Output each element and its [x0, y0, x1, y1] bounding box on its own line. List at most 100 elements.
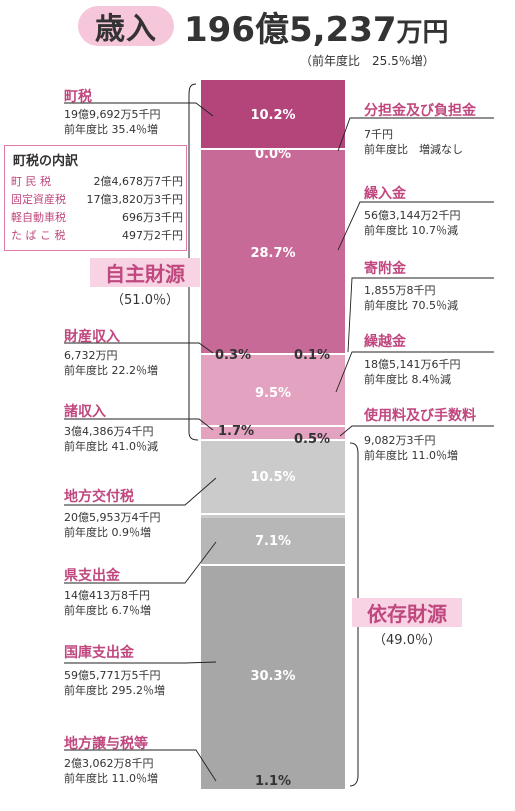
leader-line [64, 749, 217, 782]
leader-line [64, 477, 217, 506]
detail-kifu: 1,855万8千円 前年度比 70.5％減 [364, 283, 458, 313]
bar-value-label: 0.0% [255, 147, 291, 162]
group-jishu-name: 自主財源 [90, 258, 200, 287]
breakdown-value: 17億3,820万3千円 [86, 193, 184, 206]
breakdown-label: 固定資産税 [11, 193, 66, 206]
breakdown-value: 2億4,678万7千円 [93, 175, 184, 188]
total-amount-unit: 万円 [396, 18, 449, 48]
change-shoshu: 前年度比 41.0％減 [64, 440, 158, 453]
total-yoy: （前年度比 25.5％増） [300, 54, 435, 68]
detail-kurikoshi: 18億5,141万6千円 前年度比 8.4％減 [364, 357, 461, 387]
bar-value-label: 10.2% [250, 108, 295, 123]
bar-value-label: 9.5% [255, 386, 291, 401]
leader-line [337, 117, 494, 152]
detail-zaisan: 6,732万円 前年度比 22.2％増 [64, 348, 158, 378]
label-ken: 県支出金 [64, 568, 120, 584]
amount-zaisan: 6,732万円 [64, 349, 118, 362]
breakdown-label: た ば こ 税 [11, 229, 66, 242]
detail-shoshu: 3億4,386万4千円 前年度比 41.0％減 [64, 424, 158, 454]
detail-kuni: 59億5,771万5千円 前年度比 295.2％増 [64, 668, 165, 698]
bar-segment [201, 149, 345, 354]
detail-kurire: 56億3,144万2千円 前年度比 10.7％減 [364, 208, 461, 238]
label-shiyoryo: 使用料及び手数料 [364, 408, 476, 424]
label-kuni: 国庫支出金 [64, 645, 134, 661]
amount-kurire: 56億3,144万2千円 [364, 209, 461, 222]
bar-value-label: 28.7% [250, 246, 295, 261]
change-kifu: 前年度比 70.5％減 [364, 299, 458, 312]
change-kuni: 前年度比 295.2％増 [64, 684, 165, 697]
bar-value-label: 30.3% [250, 669, 295, 684]
leader-line [64, 418, 214, 431]
bar-value-label: 1.1% [255, 774, 291, 789]
bar-segment [201, 439, 345, 518]
label-zaisan: 財産収入 [64, 329, 120, 345]
change-kurire: 前年度比 10.7％減 [364, 224, 458, 237]
bar-value-label: 0.5% [294, 432, 330, 447]
breakdown-label: 軽自動車税 [11, 211, 66, 224]
amount-kurikoshi: 18億5,141万6千円 [364, 358, 461, 371]
label-kurire: 繰入金 [364, 186, 406, 202]
bar-segment [201, 426, 345, 439]
breakdown-row: 軽自動車税 696万3千円 [11, 209, 183, 225]
leader-line [64, 342, 214, 354]
change-shiyoryo: 前年度比 11.0％増 [364, 449, 458, 462]
detail-joyo: 2億3,062万8千円 前年度比 11.0％増 [64, 756, 158, 786]
leader-line [64, 661, 217, 664]
leader-line [335, 351, 494, 393]
amount-joyo: 2億3,062万8千円 [64, 757, 154, 770]
amount-shoshu: 3億4,386万4千円 [64, 425, 154, 438]
group-jishu-pct: （51.0％） [111, 293, 179, 308]
page-title: 歳入 [95, 12, 157, 47]
bar-value-label: 10.5% [250, 470, 295, 485]
amount-kuni: 59億5,771万5千円 [64, 669, 161, 682]
leader-line [64, 541, 217, 584]
label-kofuzei: 地方交付税 [64, 489, 134, 505]
amount-chouzei: 19億9,692万5千円 [64, 108, 161, 121]
leader-line [337, 201, 494, 251]
bar-value-label: 1.7% [218, 424, 254, 439]
breakdown-title: 町税の内訳 [13, 154, 79, 169]
breakdown-value: 696万3千円 [122, 211, 183, 224]
detail-buntan: 7千円 前年度比 増減なし [364, 127, 463, 157]
total-amount: 196億5,237万円 [184, 2, 449, 51]
group-jishu: 自主財源 （51.0％） [90, 258, 200, 308]
bar-segment [201, 784, 345, 789]
breakdown-row: 町 民 税 2億4,678万7千円 [11, 173, 183, 189]
breakdown-row: た ば こ 税 497万2千円 [11, 227, 183, 243]
amount-shiyoryo: 9,082万3千円 [364, 434, 436, 447]
detail-kofuzei: 20億5,953万4千円 前年度比 0.9％増 [64, 510, 161, 540]
detail-shiyoryo: 9,082万3千円 前年度比 11.0％増 [364, 433, 458, 463]
chouzei-breakdown-box: 町税の内訳 町 民 税 2億4,678万7千円 固定資産税 17億3,820万3千円… [4, 145, 187, 251]
detail-ken: 14億413万8千円 前年度比 6.7％増 [64, 588, 151, 618]
bar-segment [201, 564, 345, 784]
change-joyo: 前年度比 11.0％増 [64, 772, 158, 785]
title-pill: 歳入 [78, 6, 174, 47]
bar-segment [201, 354, 345, 426]
amount-kofuzei: 20億5,953万4千円 [64, 511, 161, 524]
group-izon-pct: （49.0％） [373, 633, 441, 648]
label-buntan: 分担金及び負担金 [364, 103, 476, 119]
bar-value-label: 0.1% [294, 348, 330, 363]
amount-buntan: 7千円 [364, 128, 393, 141]
bar-value-label: 7.1% [255, 534, 291, 549]
bar-value-label: 0.3% [215, 348, 251, 363]
amount-kifu: 1,855万8千円 [364, 284, 436, 297]
group-izon: 依存財源 （49.0％） [352, 598, 462, 648]
breakdown-label: 町 民 税 [11, 175, 51, 188]
leader-line [347, 277, 494, 353]
label-joyo: 地方譲与税等 [64, 736, 148, 752]
label-kifu: 寄附金 [364, 261, 406, 277]
change-ken: 前年度比 6.7％増 [64, 604, 151, 617]
change-buntan: 前年度比 増減なし [364, 143, 463, 156]
breakdown-row: 固定資産税 17億3,820万3千円 [11, 191, 183, 207]
change-kofuzei: 前年度比 0.9％増 [64, 526, 151, 539]
detail-chouzei: 19億9,692万5千円 前年度比 35.4％増 [64, 107, 161, 137]
change-zaisan: 前年度比 22.2％増 [64, 364, 158, 377]
amount-ken: 14億413万8千円 [64, 589, 150, 602]
group-izon-name: 依存財源 [352, 598, 462, 627]
leader-line [64, 102, 214, 117]
label-chouzei: 町税 [64, 89, 92, 105]
bar-segment [201, 518, 345, 564]
change-kurikoshi: 前年度比 8.4％減 [364, 373, 451, 386]
bar-segment [201, 80, 345, 149]
